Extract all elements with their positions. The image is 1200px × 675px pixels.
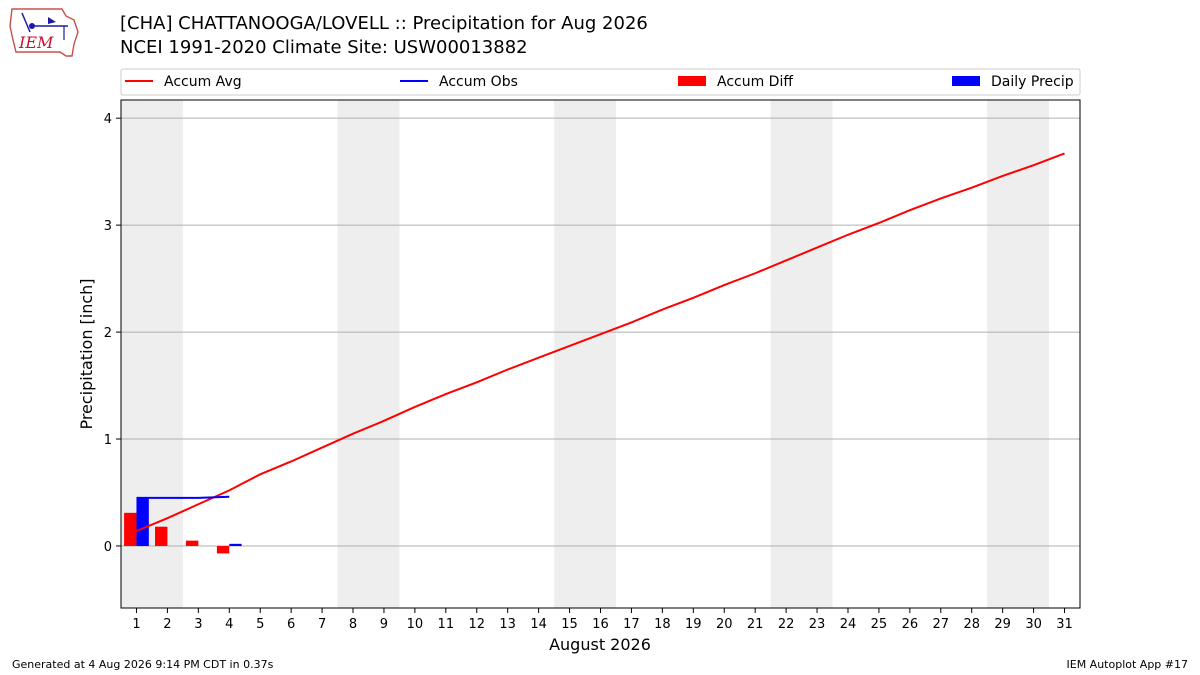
x-tick-label: 3 xyxy=(194,617,202,632)
x-axis: 1 2 3 4 5 6 7 8 9 10 11 12 13 14 15 16 17 18 19 20 21 22 23 24 2… xyxy=(132,608,1073,632)
x-tick-label: 20 xyxy=(716,617,733,632)
legend: Accum Avg Accum Obs Accum Diff Daily Precip xyxy=(120,68,1081,96)
x-tick-label: 29 xyxy=(994,617,1011,632)
x-tick-label: 27 xyxy=(933,617,950,632)
y-tick-label: 0 xyxy=(104,540,112,555)
x-tick-label: 9 xyxy=(380,617,388,632)
accum-avg-line xyxy=(136,152,1065,532)
chart-title: [CHA] CHATTANOOGA/LOVELL :: Precipitatio… xyxy=(120,13,648,34)
x-tick-label: 13 xyxy=(499,617,516,632)
x-tick-label: 28 xyxy=(963,617,980,632)
iem-logo: IEM xyxy=(9,8,79,57)
accum-diff-bar xyxy=(216,545,230,554)
x-tick-label: 19 xyxy=(685,617,702,632)
y-axis-label: Precipitation [inch] xyxy=(77,278,96,429)
x-tick-label: 25 xyxy=(871,617,888,632)
x-tick-label: 21 xyxy=(747,617,764,632)
x-tick-label: 31 xyxy=(1056,617,1073,632)
weekend-band-3 xyxy=(554,100,616,608)
weekend-band-2 xyxy=(337,100,400,608)
weekend-bands xyxy=(121,100,1050,608)
daily-precip-bar xyxy=(229,543,242,546)
accum-diff-bar xyxy=(124,512,137,546)
x-tick-label: 6 xyxy=(287,617,295,632)
x-tick-label: 15 xyxy=(561,617,578,632)
x-tick-label: 2 xyxy=(163,617,171,632)
x-tick-label: 24 xyxy=(840,617,857,632)
legend-label-1: Accum Avg xyxy=(164,74,242,90)
weekend-band-4 xyxy=(770,100,833,608)
iem-logo-text: IEM xyxy=(18,33,54,52)
x-tick-label: 17 xyxy=(623,617,640,632)
y-axis: 0 1 2 3 4 xyxy=(104,112,121,555)
x-tick-label: 8 xyxy=(349,617,357,632)
x-tick-label: 5 xyxy=(256,617,264,632)
x-tick-label: 16 xyxy=(592,617,609,632)
y-tick-label: 3 xyxy=(104,219,112,234)
x-tick-label: 22 xyxy=(778,617,795,632)
accum-diff-bar xyxy=(185,540,199,546)
lines-layer xyxy=(136,152,1065,532)
x-tick-label: 30 xyxy=(1025,617,1042,632)
chart-subtitle: NCEI 1991-2020 Climate Site: USW00013882 xyxy=(120,37,528,58)
x-tick-label: 10 xyxy=(407,617,424,632)
x-tick-label: 26 xyxy=(902,617,919,632)
y-tick-label: 1 xyxy=(104,433,112,448)
bars-layer xyxy=(124,497,242,554)
weekend-band-5 xyxy=(987,100,1050,608)
x-tick-label: 23 xyxy=(809,617,826,632)
x-tick-label: 7 xyxy=(318,617,326,632)
y-tick-label: 2 xyxy=(104,326,112,341)
legend-label-2: Accum Obs xyxy=(439,74,518,90)
accum-obs-line xyxy=(136,495,230,499)
x-tick-label: 1 xyxy=(132,617,140,632)
legend-swatch-3 xyxy=(678,76,706,86)
x-tick-label: 11 xyxy=(438,617,455,632)
y-tick-label: 4 xyxy=(104,112,112,127)
daily-precip-bar xyxy=(136,497,149,546)
x-axis-label: August 2026 xyxy=(549,635,651,654)
x-tick-label: 14 xyxy=(530,617,547,632)
x-tick-label: 12 xyxy=(468,617,485,632)
x-tick-label: 18 xyxy=(654,617,671,632)
x-tick-label: 4 xyxy=(225,617,233,632)
legend-frame xyxy=(120,68,1081,96)
legend-label-3: Accum Diff xyxy=(717,74,793,90)
legend-swatch-4 xyxy=(952,76,980,86)
app-note: IEM Autoplot App #17 xyxy=(1066,658,1189,671)
legend-label-4: Daily Precip xyxy=(991,74,1074,90)
accum-diff-bar xyxy=(155,526,168,546)
generated-note: Generated at 4 Aug 2026 9:14 PM CDT in 0… xyxy=(12,658,274,671)
y-grid xyxy=(121,117,1080,547)
